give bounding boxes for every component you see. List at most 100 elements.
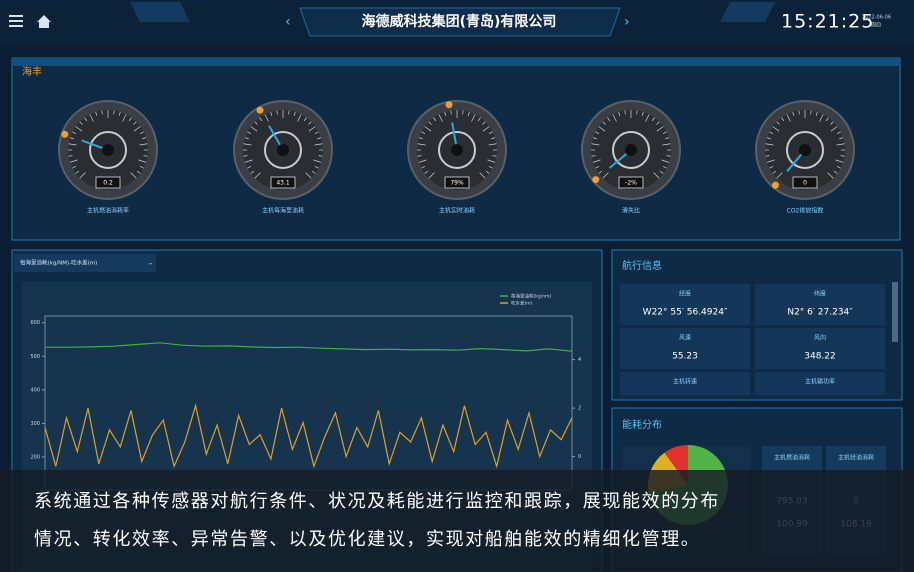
gauge-tick bbox=[662, 143, 671, 146]
gauge-tick bbox=[598, 170, 603, 174]
y-tick-label: 500 bbox=[30, 354, 40, 360]
gauge-tick bbox=[270, 111, 273, 116]
company-title: 海德威科技集团(青岛)有限公司 bbox=[362, 13, 557, 30]
gauge-reading: 79% bbox=[450, 180, 464, 187]
gauge-tick bbox=[276, 110, 278, 115]
home-icon[interactable] bbox=[37, 15, 51, 28]
gauge-tick bbox=[118, 111, 121, 116]
info-cell bbox=[755, 372, 885, 395]
gauge-hub bbox=[277, 144, 289, 156]
gauge-tick bbox=[488, 166, 493, 169]
gauge-inner-ring bbox=[89, 131, 127, 169]
panel-title: 海丰 bbox=[22, 65, 42, 78]
gauge-tick bbox=[479, 172, 486, 179]
gauge-tick bbox=[592, 137, 597, 140]
gauge-tick bbox=[636, 110, 638, 115]
gauge-tick bbox=[72, 166, 77, 169]
gauge-tick bbox=[133, 126, 141, 132]
gauge-tick bbox=[101, 110, 103, 115]
gauge-tick bbox=[827, 172, 834, 179]
gauge-tick bbox=[113, 110, 115, 115]
gauge-tick bbox=[444, 111, 447, 116]
gauge-tick bbox=[139, 131, 144, 134]
gauge-tick bbox=[781, 117, 785, 122]
gauge-tick bbox=[421, 131, 426, 134]
gauge-glow bbox=[592, 176, 600, 184]
info-value: N2° 6′ 27.234″ bbox=[787, 308, 853, 318]
gauge-tick bbox=[314, 143, 323, 146]
gauge-tick bbox=[624, 110, 626, 115]
y-tick-label: 200 bbox=[30, 454, 40, 460]
gauge-hub bbox=[625, 144, 637, 156]
gauge-readout-box bbox=[792, 176, 818, 189]
prev-arrow[interactable]: ‹ bbox=[285, 14, 291, 30]
gauge-tick bbox=[769, 131, 774, 134]
gauge-glow bbox=[445, 101, 453, 109]
gauge-tick bbox=[250, 170, 255, 174]
gauge-tick bbox=[477, 117, 481, 122]
gauge-tick bbox=[450, 110, 452, 115]
gauge-tick bbox=[311, 170, 316, 174]
gauge-tick bbox=[656, 121, 660, 125]
gauge-label: CO2排放指数 bbox=[787, 207, 824, 215]
scrollbar[interactable] bbox=[892, 282, 898, 342]
gauge-tick bbox=[776, 172, 783, 179]
gauge-tick bbox=[133, 121, 137, 125]
gauge-tick bbox=[139, 143, 148, 146]
gauge-tick bbox=[433, 117, 437, 122]
gauge-tick bbox=[825, 117, 829, 122]
gauge-label: 主机燃油消耗率 bbox=[87, 207, 129, 215]
gauge-tick bbox=[618, 111, 621, 116]
series-line bbox=[45, 342, 573, 352]
gauge-tick bbox=[244, 159, 253, 163]
gauge-tick bbox=[765, 155, 770, 157]
gauge-tick bbox=[766, 159, 775, 163]
info-value: 348.22 bbox=[804, 352, 836, 362]
gauge-tick bbox=[250, 126, 258, 132]
gauge-tick bbox=[288, 110, 290, 115]
gauge-tick bbox=[488, 131, 493, 134]
info-cell bbox=[620, 284, 750, 325]
gauge-tick bbox=[482, 121, 486, 125]
gauge-tick bbox=[247, 131, 252, 134]
gauge-tick bbox=[143, 155, 148, 157]
chart-select[interactable] bbox=[14, 254, 156, 272]
gauge-tick bbox=[318, 155, 323, 157]
gauge-label: 主机每海里油耗 bbox=[262, 207, 304, 215]
gauge-inner-ring bbox=[438, 131, 476, 169]
gauge-tick bbox=[254, 172, 261, 179]
gauge-tick bbox=[75, 126, 83, 132]
gauge-inner-ring bbox=[612, 131, 650, 169]
gauge-tick bbox=[765, 143, 774, 146]
gauge-tick bbox=[485, 170, 490, 174]
gauge-readout-box bbox=[618, 176, 644, 189]
gauge-tick bbox=[79, 121, 83, 125]
gauge-tick bbox=[591, 155, 596, 157]
gauge-glow bbox=[256, 106, 264, 114]
y2-tick-label: 2 bbox=[578, 406, 581, 412]
gauge-tick bbox=[72, 131, 77, 134]
gauge-tick bbox=[243, 155, 248, 157]
gauge-tick bbox=[830, 126, 838, 132]
gauge-tick bbox=[138, 159, 147, 163]
gauge-readout-box bbox=[444, 176, 470, 189]
menu-icon[interactable] bbox=[9, 15, 23, 27]
legend-label: 吃水差(m) bbox=[511, 300, 533, 307]
clock: 15:21:25 bbox=[781, 11, 874, 33]
gauge-label: 主机实时油耗 bbox=[439, 207, 475, 215]
gauge-inner-ring bbox=[264, 131, 302, 169]
info-value: W22° 55′ 56.4924″ bbox=[643, 308, 728, 318]
gauge-tick bbox=[662, 131, 667, 134]
gauge-tick bbox=[68, 143, 77, 146]
gauge-tick bbox=[602, 172, 609, 179]
gauge-tick bbox=[839, 137, 844, 140]
gauge-tick bbox=[139, 166, 144, 169]
caption-line: 情况、转化效率、异常告警、以及优化建议，实现对船舶能效的精细化管理。 bbox=[34, 529, 700, 550]
gauge-tick bbox=[89, 114, 94, 122]
gauge-tick bbox=[836, 131, 841, 134]
gauge-tick bbox=[772, 170, 777, 174]
gauge-tick bbox=[591, 143, 600, 146]
next-arrow[interactable]: › bbox=[624, 14, 630, 30]
gauge-tick bbox=[598, 126, 606, 132]
gauge-tick bbox=[487, 159, 496, 163]
